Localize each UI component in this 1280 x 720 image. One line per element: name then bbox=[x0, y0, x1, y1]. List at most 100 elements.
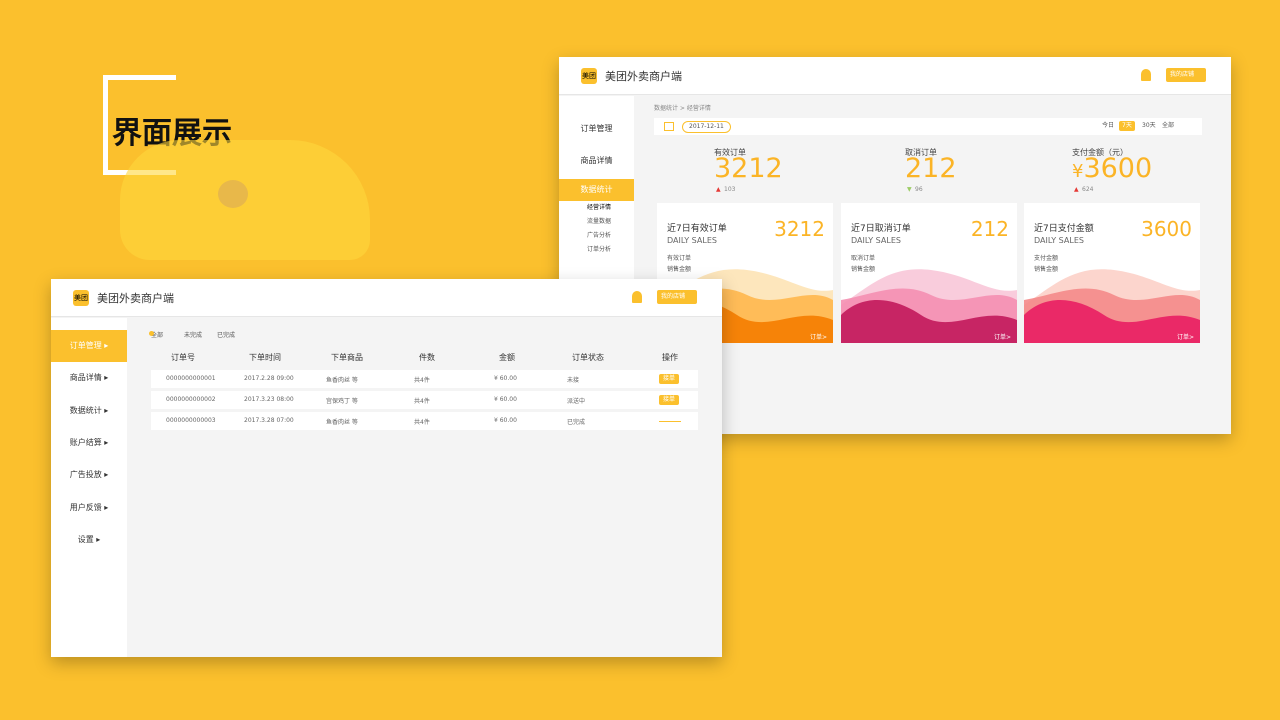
card-value: 212 bbox=[970, 217, 1009, 241]
action-line bbox=[659, 421, 681, 422]
stat-number: 3600 bbox=[1083, 153, 1153, 184]
stat-arrow: ▲ bbox=[1074, 186, 1079, 193]
action-button[interactable]: 接单 bbox=[659, 374, 680, 384]
user-menu[interactable]: 我的店铺 bbox=[1166, 68, 1206, 82]
app-name: 美团外卖商户端 bbox=[605, 70, 682, 83]
filter-option[interactable]: 未完成 bbox=[184, 332, 203, 339]
column-header: 下单时间 bbox=[249, 353, 281, 362]
table-cell: 0000000000001 bbox=[166, 375, 216, 382]
table-cell: 宫保鸡丁 等 bbox=[326, 398, 358, 405]
orders-window: 美团 美团外卖商户端 我的店铺 订单管理 ▸ 商品详情 ▸ 数据统计 ▸ 账户结算 ▸ 广告投… bbox=[51, 279, 722, 657]
chart-card: 近7日取消订单 DAILY SALES 212 取消订单 销售金额 订单> bbox=[841, 203, 1017, 343]
card-subtitle: DAILY SALES bbox=[667, 236, 717, 245]
logo: 美团 bbox=[581, 68, 597, 84]
table-cell: ¥ 60.00 bbox=[494, 417, 517, 424]
stat-arrow: ▲ bbox=[716, 186, 721, 193]
sub-nav-item[interactable]: 流量数据 bbox=[587, 218, 612, 225]
header: 美团 美团外卖商户端 我的店铺 bbox=[51, 279, 722, 317]
nav-item[interactable]: 订单管理 ▸ bbox=[51, 330, 127, 362]
nav-item[interactable]: 商品详情 bbox=[580, 156, 613, 165]
sub-nav-item[interactable]: 订单分析 bbox=[587, 246, 612, 253]
bell-icon[interactable] bbox=[632, 291, 642, 303]
column-header: 操作 bbox=[662, 353, 678, 362]
card-link[interactable]: 订单> bbox=[993, 334, 1011, 341]
table-cell: 共4件 bbox=[414, 398, 430, 405]
table-cell: 0000000000002 bbox=[166, 396, 216, 403]
card-link[interactable]: 订单> bbox=[1176, 334, 1194, 341]
column-header: 金额 bbox=[499, 353, 515, 362]
table-cell: 2017.3.28 07:00 bbox=[244, 417, 294, 424]
header: 美团 美团外卖商户端 我的店铺 bbox=[559, 57, 1231, 95]
stat-label: 有效订单 bbox=[714, 148, 746, 157]
sub-nav-item[interactable]: 经营详情 bbox=[587, 204, 612, 211]
table-cell: 派送中 bbox=[567, 398, 586, 405]
stat-value: ¥3600 bbox=[1072, 153, 1152, 184]
wave bbox=[841, 300, 1017, 343]
stat-prefix: ¥ bbox=[1072, 161, 1084, 182]
card-title: 近7日有效订单 bbox=[667, 224, 727, 234]
range-button[interactable]: 今日 bbox=[1102, 122, 1115, 129]
calendar-icon bbox=[664, 122, 674, 131]
chart-card: 近7日支付金额 DAILY SALES 3600 支付金额 销售金额 订单> bbox=[1024, 203, 1200, 343]
nav-item[interactable]: 数据统计 bbox=[559, 179, 634, 201]
stat-label: 支付金额（元） bbox=[1072, 148, 1128, 157]
filter-option[interactable]: 已完成 bbox=[217, 332, 236, 339]
table-cell: 0000000000003 bbox=[166, 417, 216, 424]
stat-change: 103 bbox=[724, 186, 736, 193]
card-legend: 销售金额 bbox=[851, 266, 876, 273]
breadcrumb: 数据统计 > 经营详情 bbox=[654, 105, 711, 112]
card-legend: 销售金额 bbox=[667, 266, 692, 273]
range-button[interactable]: 全部 bbox=[1162, 122, 1175, 129]
table-cell: 鱼香肉丝 等 bbox=[326, 377, 358, 384]
card-title: 近7日取消订单 bbox=[851, 224, 911, 234]
bell-icon[interactable] bbox=[1141, 69, 1151, 81]
filter-option[interactable]: 全部 bbox=[151, 332, 164, 339]
stat-arrow: ▼ bbox=[907, 186, 912, 193]
column-header: 件数 bbox=[419, 353, 435, 362]
stat-number: 212 bbox=[905, 153, 957, 184]
card-link[interactable]: 订单> bbox=[809, 334, 827, 341]
card-title: 近7日支付金额 bbox=[1034, 224, 1094, 234]
app-name: 美团外卖商户端 bbox=[97, 292, 174, 305]
nav-item[interactable]: 广告投放 ▸ bbox=[69, 470, 109, 480]
card-legend: 销售金额 bbox=[1034, 266, 1059, 273]
column-header: 订单号 bbox=[171, 353, 195, 362]
column-header: 下单商品 bbox=[331, 353, 363, 362]
card-value: 3212 bbox=[774, 217, 825, 241]
user-menu[interactable]: 我的店铺 bbox=[657, 290, 697, 304]
table-cell: 2017.3.23 08:00 bbox=[244, 396, 294, 403]
table-row bbox=[151, 370, 698, 388]
sub-nav-item[interactable]: 广告分析 bbox=[587, 232, 612, 239]
nav-item[interactable]: 设置 ▸ bbox=[77, 534, 101, 544]
date-bar: 2017-12-11 今日 7天 30天 全部 bbox=[654, 118, 1202, 135]
nav-item[interactable]: 商品详情 ▸ bbox=[69, 373, 109, 383]
wave-chart bbox=[841, 269, 1017, 343]
nav-item[interactable]: 订单管理 bbox=[580, 124, 613, 133]
stat-change: 624 bbox=[1082, 186, 1094, 193]
table-cell: 已完成 bbox=[567, 419, 586, 426]
range-button[interactable]: 7天 bbox=[1119, 121, 1135, 131]
stat-number: 3212 bbox=[714, 153, 783, 184]
stat-value: 3212 bbox=[714, 153, 783, 184]
card-subtitle: DAILY SALES bbox=[851, 236, 901, 245]
card-subtitle: DAILY SALES bbox=[1034, 236, 1084, 245]
nav-item[interactable]: 账户结算 ▸ bbox=[69, 437, 109, 447]
card-legend: 有效订单 bbox=[667, 255, 692, 262]
table-row bbox=[151, 391, 698, 409]
table-cell: 鱼香肉丝 等 bbox=[326, 419, 358, 426]
range-button[interactable]: 30天 bbox=[1142, 122, 1156, 129]
stat-value: 212 bbox=[905, 153, 957, 184]
date-field[interactable]: 2017-12-11 bbox=[682, 121, 731, 133]
table-cell: 共4件 bbox=[414, 419, 430, 426]
card-legend: 支付金额 bbox=[1034, 255, 1059, 262]
table-cell: 未接 bbox=[567, 377, 580, 384]
filter-dot bbox=[149, 331, 154, 336]
nav-item[interactable]: 用户反馈 ▸ bbox=[69, 502, 109, 512]
mascot-eye bbox=[218, 180, 248, 208]
action-button[interactable]: 接单 bbox=[659, 395, 680, 405]
stat-change: 96 bbox=[915, 186, 923, 193]
nav-item[interactable]: 数据统计 ▸ bbox=[69, 405, 109, 415]
table-cell: ¥ 60.00 bbox=[494, 396, 517, 403]
table-cell: 共4件 bbox=[414, 377, 430, 384]
